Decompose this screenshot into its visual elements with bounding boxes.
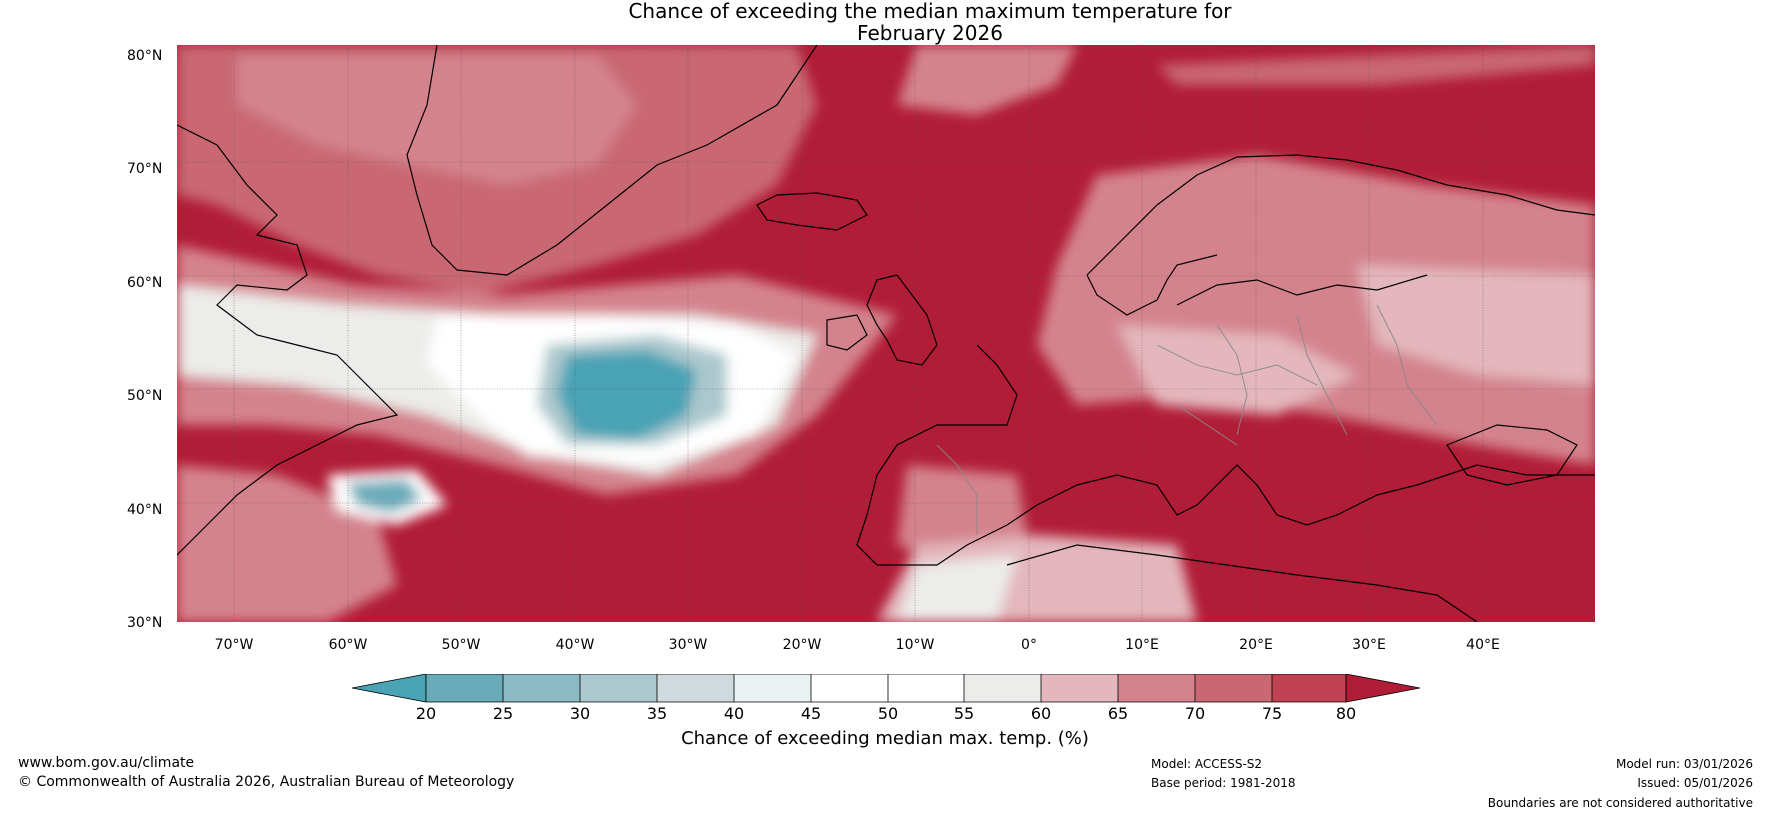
colorbar-tick-50: 50 — [878, 704, 898, 723]
colorbar-tick-80: 80 — [1336, 704, 1356, 723]
lat-label-40n: 40°N — [127, 503, 161, 517]
lat-label-50n: 50°N — [127, 389, 161, 403]
map-title-line1: Chance of exceeding the median maximum t… — [0, 0, 1770, 22]
colorbar-over-triangle — [1346, 674, 1420, 702]
lon-label-20e: 20°E — [1239, 638, 1273, 652]
lon-label-10w: 10°W — [896, 638, 935, 652]
colorbar-tick-20: 20 — [416, 704, 436, 723]
colorbar-tick-65: 65 — [1108, 704, 1128, 723]
colorbar-tick-30: 30 — [570, 704, 590, 723]
lon-label-70w: 70°W — [215, 638, 254, 652]
colorbar-bin-70-75 — [1195, 674, 1272, 702]
colorbar-bin-30-35 — [580, 674, 657, 702]
colorbar-tick-40: 40 — [724, 704, 744, 723]
lon-label-40w: 40°W — [556, 638, 595, 652]
colorbar-bin-50-55 — [888, 674, 964, 702]
colorbar-bin-75-80 — [1272, 674, 1346, 702]
colorbar-bin-60-65 — [1041, 674, 1118, 702]
lon-label-50w: 50°W — [442, 638, 481, 652]
lon-label-30w: 30°W — [669, 638, 708, 652]
lon-label-20w: 20°W — [783, 638, 822, 652]
lon-label-40e: 40°E — [1466, 638, 1500, 652]
footer-model: Model: ACCESS-S2 — [1151, 757, 1262, 771]
footer-issued: Issued: 05/01/2026 — [1637, 776, 1753, 790]
footer-disclaimer: Boundaries are not considered authoritat… — [1488, 796, 1753, 810]
footer-base-period: Base period: 1981-2018 — [1151, 776, 1296, 790]
colorbar-bin-25-30 — [503, 674, 580, 702]
colorbar-tick-75: 75 — [1262, 704, 1282, 723]
probability-map — [177, 45, 1595, 622]
footer-copyright: © Commonwealth of Australia 2026, Austra… — [18, 774, 514, 790]
lat-label-60n: 60°N — [127, 276, 161, 290]
footer-model-run: Model run: 03/01/2026 — [1616, 757, 1753, 771]
map-title-line2: February 2026 — [0, 22, 1770, 44]
lon-label-60w: 60°W — [329, 638, 368, 652]
lon-label-10e: 10°E — [1125, 638, 1159, 652]
lat-label-80n: 80°N — [127, 49, 161, 63]
colorbar-tick-55: 55 — [954, 704, 974, 723]
colorbar-tick-45: 45 — [801, 704, 821, 723]
colorbar-tick-70: 70 — [1185, 704, 1205, 723]
colorbar-bin-40-45 — [734, 674, 811, 702]
colorbar-bin-20-25 — [426, 674, 503, 702]
colorbar-label: Chance of exceeding median max. temp. (%… — [0, 728, 1770, 749]
colorbar-tick-25: 25 — [493, 704, 513, 723]
colorbar-bin-55-60 — [964, 674, 1041, 702]
lon-label-0: 0° — [1021, 638, 1037, 652]
colorbar-bin-65-70 — [1118, 674, 1195, 702]
lat-label-30n: 30°N — [127, 616, 161, 630]
colorbar-bin-45-50 — [811, 674, 888, 702]
lat-label-70n: 70°N — [127, 162, 161, 176]
colorbar-tick-60: 60 — [1031, 704, 1051, 723]
colorbar-bin-35-40 — [657, 674, 734, 702]
footer-website: www.bom.gov.au/climate — [18, 755, 194, 771]
colorbar-under-triangle — [352, 674, 426, 702]
colorbar-tick-35: 35 — [647, 704, 667, 723]
lon-label-30e: 30°E — [1352, 638, 1386, 652]
